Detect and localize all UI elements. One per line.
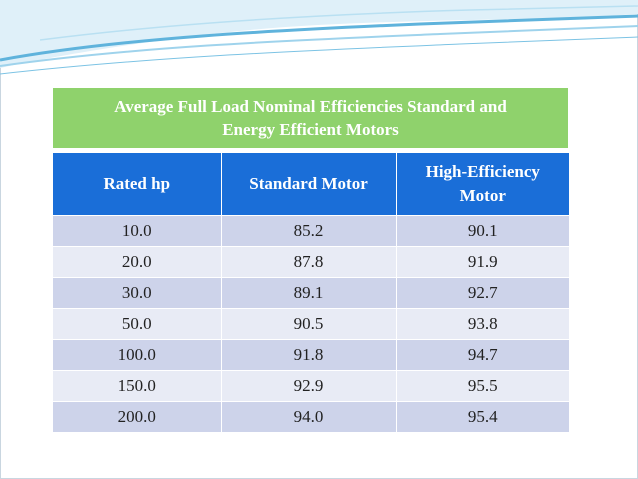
- swoosh-line-1: [0, 14, 638, 62]
- cell-high-efficiency: 95.5: [396, 370, 569, 402]
- cell-rated-hp: 100.0: [53, 339, 222, 371]
- table-row: 10.0 85.2 90.1: [53, 215, 569, 247]
- swoosh-line-3: [39, 5, 638, 41]
- cell-rated-hp: 10.0: [53, 215, 222, 247]
- table-row: 50.0 90.5 93.8: [53, 308, 569, 340]
- cell-rated-hp: 50.0: [53, 308, 222, 340]
- header-rated-hp: Rated hp: [53, 153, 222, 216]
- cell-high-efficiency: 90.1: [396, 215, 569, 247]
- table-title: Average Full Load Nominal Efficiencies S…: [53, 88, 568, 148]
- cell-standard: 91.8: [221, 339, 397, 371]
- cell-standard: 92.9: [221, 370, 397, 402]
- swoosh-line-2: [0, 25, 638, 67]
- cell-rated-hp: 200.0: [53, 401, 222, 432]
- cell-high-efficiency: 95.4: [396, 401, 569, 432]
- cell-high-efficiency: 93.8: [396, 308, 569, 340]
- header-standard-motor: Standard Motor: [221, 153, 397, 216]
- swoosh-line-4: [0, 36, 638, 75]
- table-row: 30.0 89.1 92.7: [53, 277, 569, 309]
- cell-rated-hp: 20.0: [53, 246, 222, 278]
- swoosh-band: [0, 0, 638, 68]
- cell-standard: 90.5: [221, 308, 397, 340]
- table-row: 200.0 94.0 95.4: [53, 401, 569, 432]
- decorative-swoosh: [0, 0, 638, 75]
- table-row: 20.0 87.8 91.9: [53, 246, 569, 278]
- cell-standard: 87.8: [221, 246, 397, 278]
- table-title-line-2: Energy Efficient Motors: [222, 120, 399, 139]
- cell-standard: 94.0: [221, 401, 397, 432]
- table-row: 150.0 92.9 95.5: [53, 370, 569, 402]
- header-high-efficiency-motor-label: High-Efficiency Motor: [425, 162, 540, 205]
- cell-rated-hp: 150.0: [53, 370, 222, 402]
- cell-rated-hp: 30.0: [53, 277, 222, 309]
- table-header-row: Rated hp Standard Motor High-Efficiency …: [53, 153, 569, 216]
- cell-high-efficiency: 91.9: [396, 246, 569, 278]
- table-title-line-1: Average Full Load Nominal Efficiencies S…: [114, 97, 507, 116]
- header-high-efficiency-motor: High-Efficiency Motor: [396, 153, 569, 216]
- cell-standard: 85.2: [221, 215, 397, 247]
- efficiency-table: Rated hp Standard Motor High-Efficiency …: [53, 153, 569, 432]
- table-row: 100.0 91.8 94.7: [53, 339, 569, 371]
- cell-high-efficiency: 92.7: [396, 277, 569, 309]
- cell-high-efficiency: 94.7: [396, 339, 569, 371]
- cell-standard: 89.1: [221, 277, 397, 309]
